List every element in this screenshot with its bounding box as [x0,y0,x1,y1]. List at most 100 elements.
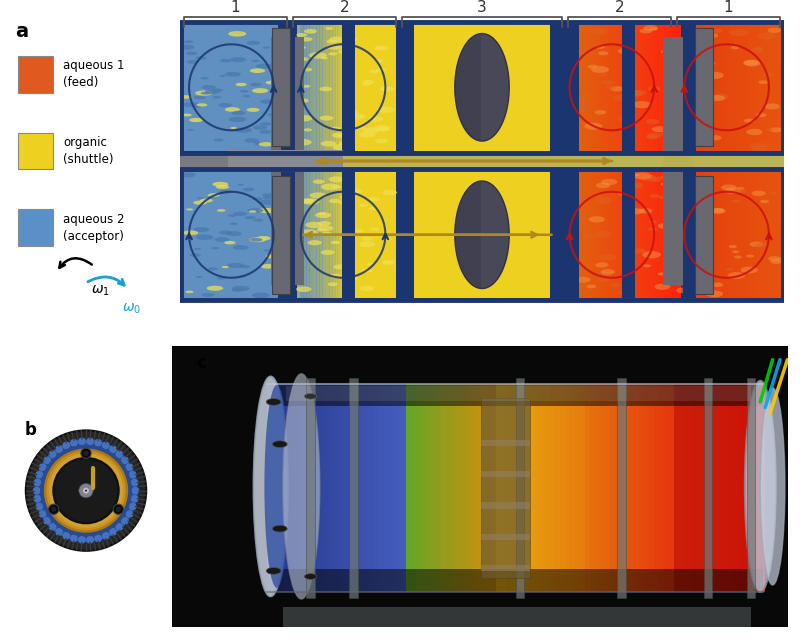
Ellipse shape [340,196,348,198]
Ellipse shape [194,96,206,99]
Ellipse shape [234,212,247,216]
Bar [706,383,711,592]
Ellipse shape [674,280,689,285]
Ellipse shape [329,177,345,182]
Ellipse shape [239,275,246,277]
Ellipse shape [342,214,350,217]
Ellipse shape [601,269,615,275]
Ellipse shape [259,130,272,134]
Bar [652,171,655,298]
Ellipse shape [302,68,312,72]
Ellipse shape [330,241,340,244]
Bar [350,383,358,592]
Ellipse shape [355,126,366,130]
Ellipse shape [658,272,666,276]
Bar [777,24,782,151]
Ellipse shape [375,60,383,62]
Ellipse shape [685,31,702,38]
Ellipse shape [212,182,228,187]
Ellipse shape [764,104,780,109]
Ellipse shape [218,103,232,108]
Ellipse shape [661,182,670,186]
Bar [481,471,530,477]
Ellipse shape [597,72,607,76]
Bar [634,24,637,151]
Bar [642,24,645,151]
Ellipse shape [293,219,303,223]
Ellipse shape [304,29,317,34]
Circle shape [109,445,117,453]
Ellipse shape [633,173,640,177]
Bar [422,383,427,592]
Circle shape [121,456,129,464]
Ellipse shape [302,198,319,205]
Ellipse shape [374,125,390,131]
Ellipse shape [256,63,271,68]
Bar [742,171,747,298]
Bar [326,171,333,298]
Bar [329,383,335,592]
Ellipse shape [197,103,207,107]
Circle shape [38,463,46,471]
Bar [738,24,743,151]
Ellipse shape [328,52,338,56]
Bar [506,383,512,592]
Ellipse shape [665,112,678,118]
Circle shape [51,506,56,512]
Bar [585,24,588,151]
Bar [446,383,452,592]
Bar [629,24,632,151]
Bar [618,378,626,598]
Ellipse shape [628,262,635,265]
Ellipse shape [726,268,734,271]
Bar [670,171,673,298]
Bar [667,24,670,151]
Bar [587,24,590,151]
Bar [602,24,606,151]
Bar [675,171,678,298]
Bar [590,383,596,592]
Bar [759,171,765,298]
Bar [595,171,598,298]
Bar [310,24,317,151]
Ellipse shape [754,243,767,248]
Bar [461,383,467,592]
Bar [605,383,611,592]
Ellipse shape [670,125,686,132]
Ellipse shape [369,116,383,122]
Polygon shape [455,181,509,289]
Ellipse shape [745,381,776,592]
Circle shape [305,573,317,579]
Bar [699,24,704,151]
Ellipse shape [710,95,726,101]
Bar [577,171,580,298]
Ellipse shape [650,28,658,31]
Bar [490,383,497,592]
Bar [618,171,622,298]
Bar [694,28,713,147]
Bar [621,171,624,298]
Bar [631,24,634,151]
Ellipse shape [194,248,201,250]
Bar [678,24,681,151]
Ellipse shape [322,232,332,236]
Bar [313,171,320,298]
Bar [426,383,432,592]
Bar [283,607,751,627]
Circle shape [114,504,123,515]
Ellipse shape [343,37,358,42]
Ellipse shape [591,66,609,73]
Bar [181,170,783,300]
Text: 1: 1 [724,0,734,15]
Ellipse shape [230,57,246,62]
Ellipse shape [263,196,272,199]
Bar [773,171,778,298]
Ellipse shape [643,25,658,31]
Bar [267,383,763,406]
Ellipse shape [326,27,334,30]
Bar [636,171,639,298]
Ellipse shape [624,104,634,108]
Ellipse shape [240,90,249,93]
Bar [654,383,661,592]
Ellipse shape [589,216,605,223]
